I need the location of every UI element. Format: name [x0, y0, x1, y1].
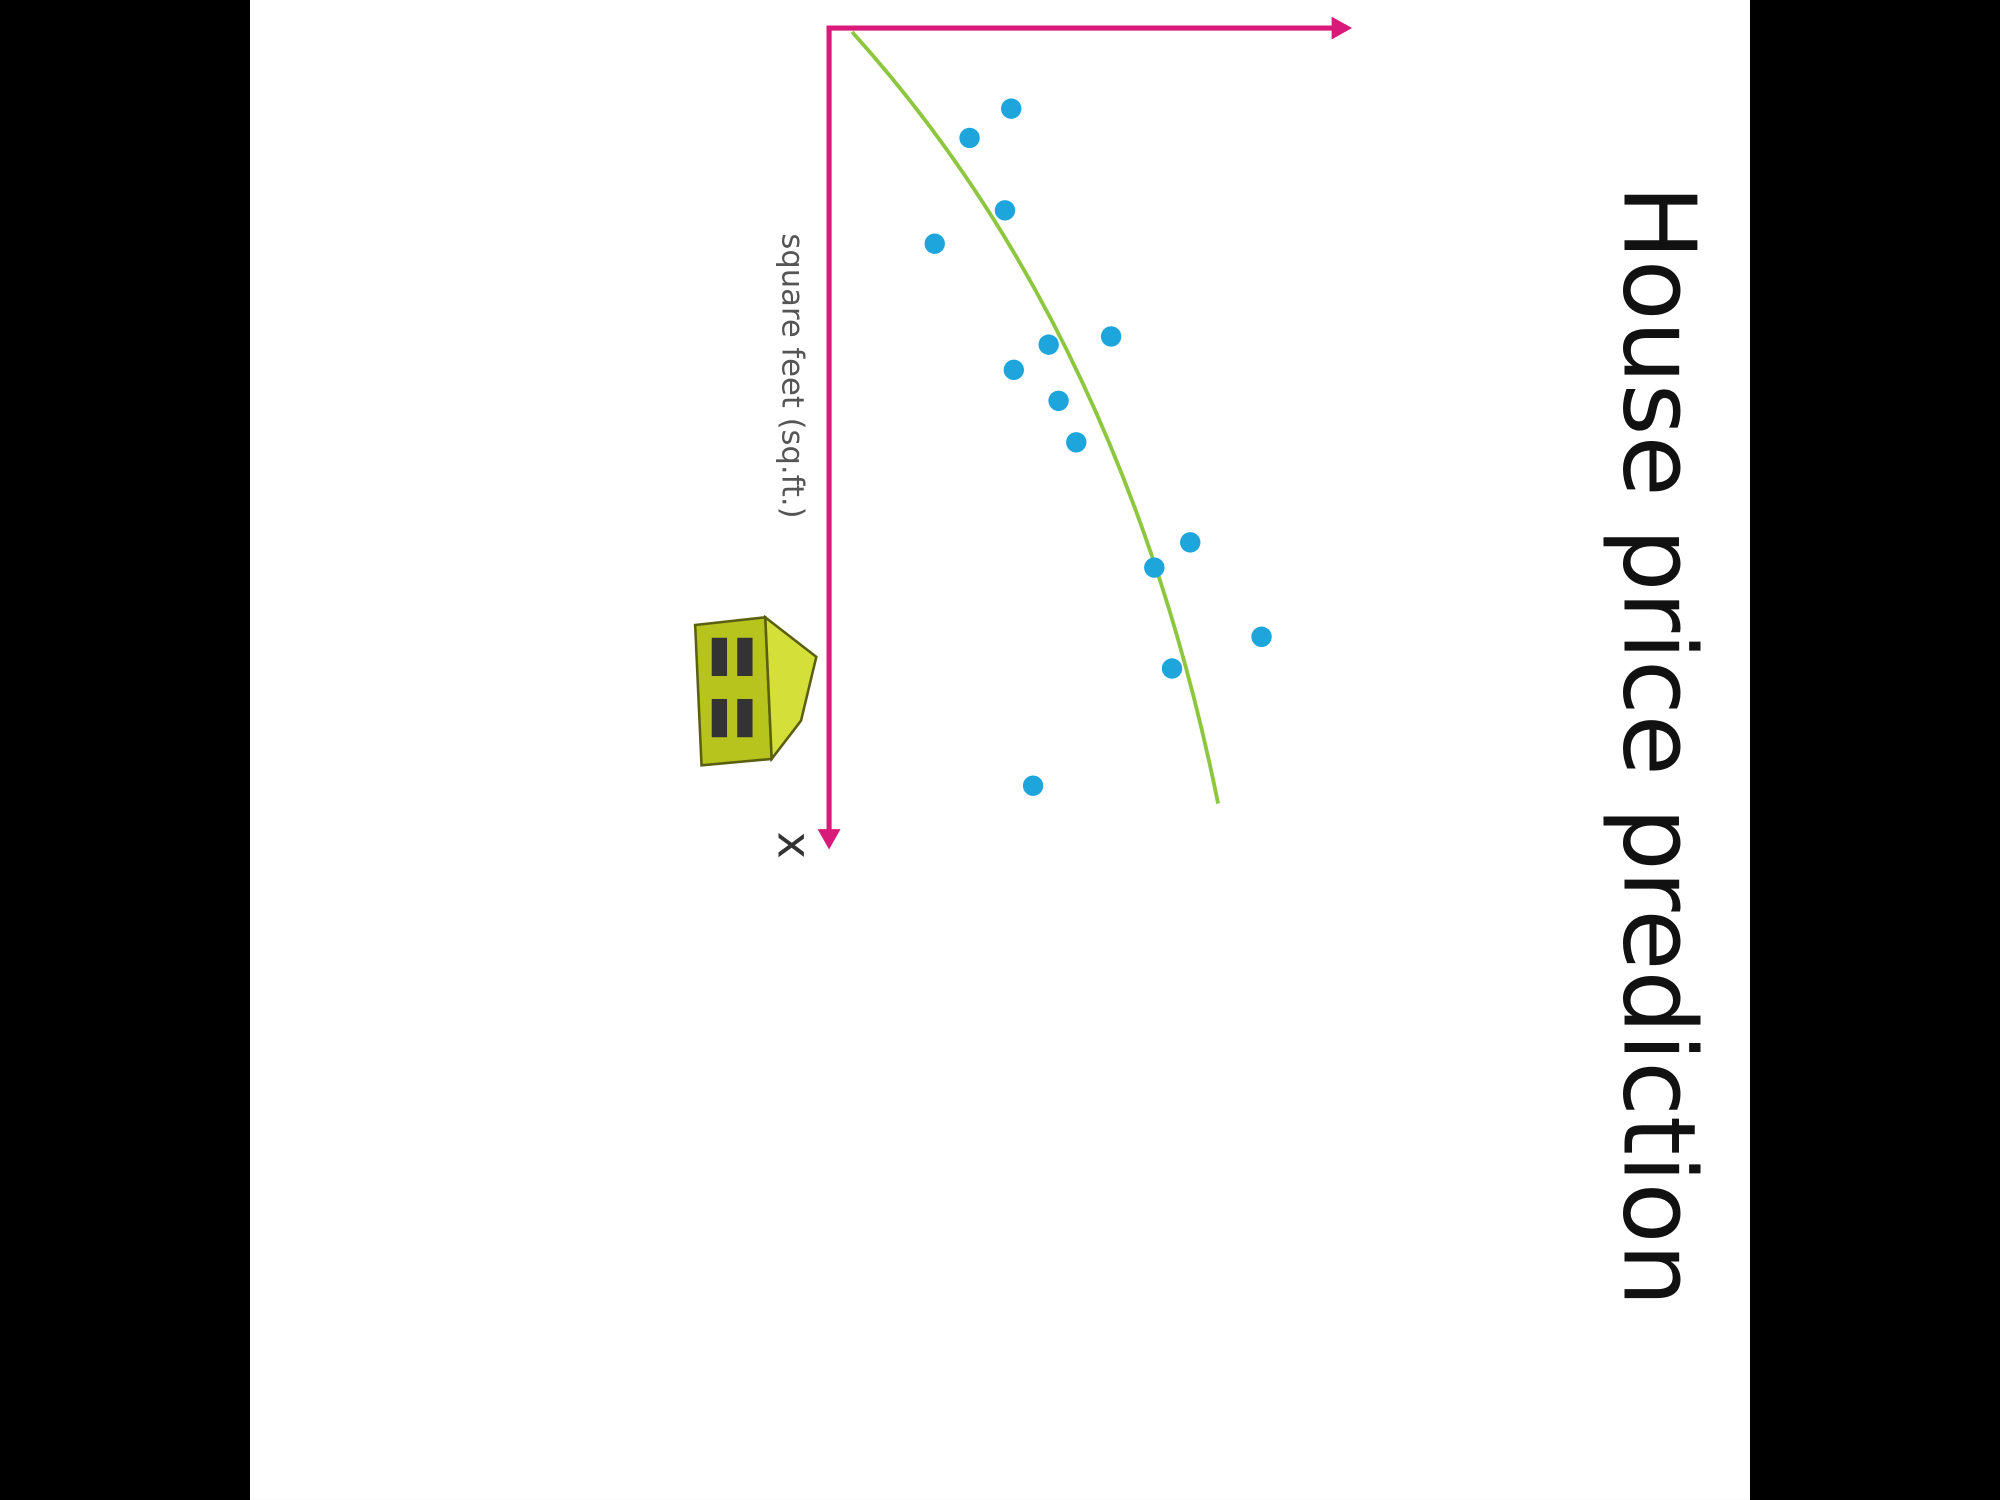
data-point	[1144, 557, 1165, 578]
data-point	[959, 127, 980, 149]
data-point	[1003, 359, 1025, 381]
slide-area	[249, 0, 1750, 1500]
x-axis-label: square feet (sq.ft.)	[774, 233, 809, 518]
slide-title: House price prediction	[1600, 185, 1715, 1307]
data-point	[994, 200, 1016, 221]
data-point	[1251, 626, 1272, 647]
data-point	[1100, 326, 1122, 347]
y-axis-arrow	[1331, 16, 1353, 40]
data-point	[924, 233, 945, 254]
house-icon	[693, 614, 818, 767]
x-axis-letter: x	[767, 832, 821, 859]
data-point	[1180, 532, 1201, 553]
data-point	[1022, 775, 1044, 796]
fit-curve	[850, 30, 1220, 804]
data-point	[1001, 98, 1022, 119]
data-point	[1038, 334, 1059, 355]
data-point	[1048, 390, 1069, 411]
data-point	[1161, 658, 1183, 679]
x-axis-arrow	[817, 829, 841, 850]
data-point	[1066, 432, 1087, 453]
slide-content: House price prediction square feet (sq.f…	[249, 0, 1750, 1500]
points	[924, 98, 1272, 796]
